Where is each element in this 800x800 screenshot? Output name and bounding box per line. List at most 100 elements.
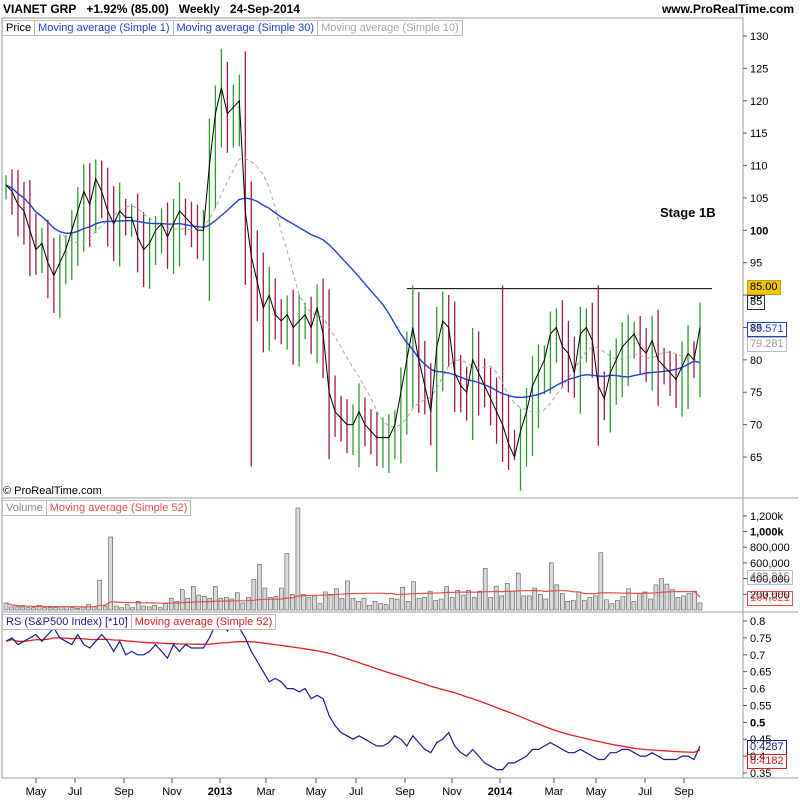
x-tick-label: Jul <box>349 786 363 798</box>
volume-bar <box>560 593 565 611</box>
volume-bar <box>339 597 345 611</box>
volume-bar <box>367 604 372 611</box>
price-legend: Price Moving average (Simple 1) Moving a… <box>2 20 463 36</box>
x-tick-label: Sep <box>674 786 694 798</box>
volume-bar <box>675 597 681 611</box>
volume-bar <box>146 606 152 611</box>
rs-tick-label: 0.35 <box>750 768 771 780</box>
rs-ma-tag: 0.4182 <box>747 754 787 769</box>
volume-bar <box>493 586 499 611</box>
volume-bar <box>438 598 444 611</box>
x-tick-label: 2014 <box>488 786 513 798</box>
legend-rs-ma[interactable]: Moving average (Simple 52) <box>134 616 273 628</box>
volume-bar <box>9 606 14 611</box>
site-label[interactable]: www.ProRealTime.com <box>661 2 794 16</box>
legend-ma10[interactable]: Moving average (Simple 10) <box>321 22 459 34</box>
legend-price[interactable]: Price <box>3 21 36 35</box>
volume-bar <box>356 601 361 611</box>
volume-bar <box>284 553 290 611</box>
volume-bar <box>482 568 488 611</box>
volume-bar <box>124 604 130 611</box>
volume-bar <box>548 562 554 611</box>
legend-ma30[interactable]: Moving average (Simple 30) <box>174 21 319 35</box>
ma10-line <box>5 157 701 428</box>
volume-bar <box>692 590 697 611</box>
volume-bar <box>113 605 119 611</box>
volume-bar <box>565 601 571 611</box>
date-label: 24-Sep-2014 <box>229 2 300 16</box>
volume-bar <box>521 595 527 611</box>
x-tick-label: May <box>586 786 607 798</box>
x-tick-label: Sep <box>114 786 134 798</box>
volume-bar <box>213 586 218 611</box>
volume-bar <box>604 599 609 611</box>
legend-rs[interactable]: RS (S&P500 Index) [*10] <box>3 615 132 629</box>
price-tick-label: 75 <box>750 387 762 399</box>
volume-bar <box>207 597 213 611</box>
volume-bar <box>218 597 224 611</box>
x-tick-label: Jul <box>68 786 82 798</box>
volume-bar <box>642 591 648 611</box>
volume-bar <box>378 603 383 611</box>
volume-bar <box>504 583 510 611</box>
volume-bar <box>455 590 460 611</box>
volume-bar <box>201 596 207 611</box>
legend-volume[interactable]: Volume <box>3 501 47 515</box>
volume-bar <box>108 536 113 611</box>
legend-ma1[interactable]: Moving average (Simple 1) <box>35 21 174 35</box>
volume-bar <box>251 579 257 611</box>
volume-bar <box>47 607 53 611</box>
volume-bar <box>444 586 449 611</box>
price-tick-label: 70 <box>750 420 762 432</box>
volume-bar <box>372 601 378 611</box>
volume-bar <box>301 594 306 611</box>
volume-bar <box>361 597 367 611</box>
volume-bar <box>653 584 659 611</box>
volume-bar <box>571 600 576 611</box>
volume-bar <box>350 597 356 611</box>
rs-line <box>5 616 701 771</box>
volume-bar <box>582 600 587 611</box>
volume-bar <box>163 603 169 611</box>
price-last-tag: 85.00 <box>747 280 781 295</box>
rs-tick-label: 0.65 <box>750 667 771 679</box>
volume-bar <box>157 607 163 611</box>
price-tick-label: 100 <box>750 225 768 237</box>
volume-bar <box>593 595 598 611</box>
volume-bar <box>471 597 477 611</box>
volume-bar <box>389 597 394 611</box>
volume-bar <box>598 552 604 611</box>
volume-bar <box>273 596 279 611</box>
period-label: Weekly <box>178 2 220 16</box>
rs-tick-label: 0.75 <box>750 633 771 645</box>
volume-bar <box>141 605 146 611</box>
volume-bar <box>119 607 124 611</box>
volume-bar <box>224 597 229 611</box>
volume-bar <box>36 604 42 611</box>
volume-bar <box>135 601 141 611</box>
volume-tick-label: 600,000 <box>750 558 790 570</box>
volume-bar <box>648 598 653 611</box>
volume-bar <box>168 597 174 611</box>
ma1-line <box>5 87 701 459</box>
volume-bar <box>130 607 135 611</box>
legend-volume-ma[interactable]: Moving average (Simple 52) <box>49 502 188 514</box>
volume-bar <box>102 605 108 611</box>
volume-bar <box>411 581 416 611</box>
price-ma1-tag: 85 <box>747 295 766 310</box>
price-tick-label: 120 <box>750 96 768 108</box>
volume-bar <box>587 597 593 611</box>
volume-bar <box>196 594 202 611</box>
volume-bar <box>179 589 185 611</box>
volume-bar <box>697 602 703 611</box>
volume-bar <box>185 597 191 611</box>
price-tick-label: 115 <box>750 128 768 140</box>
rs-last-tag: 0.4287 <box>747 740 787 755</box>
volume-bar <box>323 591 328 611</box>
volume-bar <box>659 578 664 611</box>
volume-bar <box>466 590 471 611</box>
volume-bar <box>526 595 532 611</box>
volume-bar <box>433 600 438 611</box>
volume-last-tag: 423,215 <box>747 570 793 585</box>
volume-bar <box>400 586 405 611</box>
